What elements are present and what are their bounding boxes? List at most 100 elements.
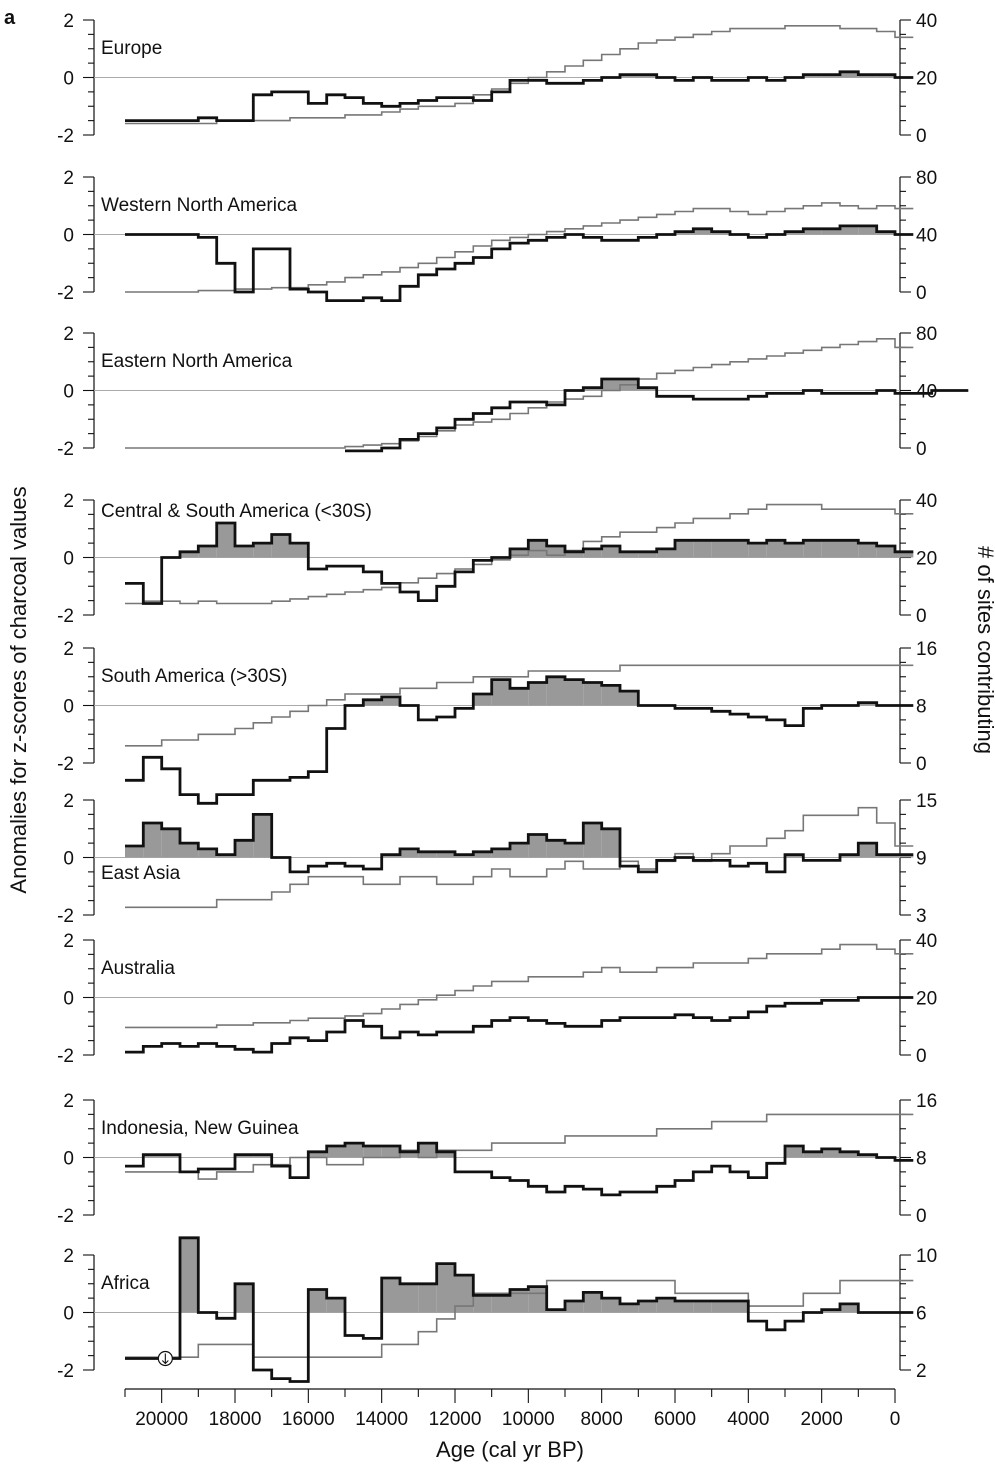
right-tick-label: 15 — [916, 791, 937, 812]
positive-anomaly-bar — [565, 551, 584, 558]
right-tick-label: 80 — [916, 168, 937, 189]
region-label: Indonesia, New Guinea — [101, 1118, 299, 1139]
positive-anomaly-bar — [638, 551, 657, 558]
anomaly-line — [125, 996, 914, 1054]
positive-anomaly-bar — [803, 1151, 822, 1158]
x-tick-label: 20000 — [135, 1409, 188, 1430]
positive-anomaly-bar — [583, 682, 602, 706]
positive-anomaly-bar — [840, 71, 859, 78]
panel-8: 2 0 -2 10 6 2 Africa — [57, 1236, 937, 1383]
left-tick-label: -2 — [57, 606, 74, 627]
x-tick-label: 4000 — [727, 1409, 769, 1430]
positive-anomaly-bar — [216, 854, 235, 858]
positive-anomaly-bar — [675, 540, 694, 558]
positive-anomaly-bar — [253, 543, 272, 558]
region-label: Europe — [101, 38, 162, 59]
positive-anomaly-bar — [491, 679, 510, 706]
positive-anomaly-bar — [675, 1301, 694, 1313]
positive-anomaly-bar — [620, 691, 639, 706]
left-tick-label: -2 — [57, 1206, 74, 1227]
x-tick-label: 6000 — [654, 1409, 696, 1430]
right-tick-label: 20 — [916, 69, 937, 90]
positive-anomaly-bar — [381, 1278, 400, 1313]
x-axis-label: Age (cal yr BP) — [436, 1437, 584, 1462]
positive-anomaly-bar — [290, 543, 309, 558]
positive-anomaly-bar — [528, 540, 547, 558]
positive-anomaly-bar — [491, 1295, 510, 1313]
right-tick-label: 9 — [916, 849, 927, 870]
right-tick-label: 8 — [916, 697, 927, 718]
positive-anomaly-bar — [143, 1154, 162, 1158]
positive-anomaly-bar — [840, 225, 859, 235]
anomaly-line — [125, 1141, 914, 1197]
positive-anomaly-bar — [620, 74, 639, 78]
x-tick-label: 2000 — [801, 1409, 843, 1430]
positive-anomaly-bar — [711, 1301, 730, 1313]
positive-anomaly-bar — [180, 843, 199, 858]
left-tick-label: 2 — [63, 324, 74, 345]
sites-contributing-line — [125, 806, 914, 909]
positive-anomaly-bar — [180, 1237, 199, 1313]
left-tick-label: 2 — [63, 11, 74, 32]
positive-anomaly-bar — [638, 74, 657, 78]
positive-anomaly-bar — [510, 843, 529, 858]
left-tick-label: 0 — [63, 382, 74, 403]
positive-anomaly-bar — [840, 854, 859, 858]
right-tick-label: 0 — [916, 606, 927, 627]
positive-anomaly-bar — [198, 546, 217, 558]
positive-anomaly-bar — [400, 848, 419, 858]
region-label: South America (>30S) — [101, 666, 287, 687]
positive-anomaly-bar — [381, 1146, 400, 1158]
right-tick-label: 20 — [916, 989, 937, 1010]
positive-anomaly-bar — [693, 1301, 712, 1313]
positive-anomaly-bar — [803, 540, 822, 558]
positive-anomaly-bar — [455, 1275, 474, 1313]
positive-anomaly-bar — [803, 228, 822, 235]
right-tick-label: 40 — [916, 931, 937, 952]
region-label: Western North America — [101, 195, 297, 216]
right-tick-label: 40 — [916, 491, 937, 512]
positive-anomaly-bar — [785, 543, 804, 558]
positive-anomaly-bar — [858, 543, 877, 558]
x-tick-label: 10000 — [502, 1409, 555, 1430]
sites-contributing-line — [125, 1113, 914, 1180]
right-tick-label: 0 — [916, 1046, 927, 1067]
positive-anomaly-bar — [546, 1309, 565, 1313]
region-label: Eastern North America — [101, 351, 293, 372]
positive-anomaly-bar — [858, 702, 877, 706]
positive-anomaly-bar — [326, 1298, 345, 1313]
x-tick-label: 0 — [890, 1409, 901, 1430]
positive-anomaly-bar — [491, 848, 510, 858]
left-tick-label: 0 — [63, 849, 74, 870]
left-tick-label: 2 — [63, 1091, 74, 1112]
right-tick-label: 0 — [916, 283, 927, 304]
positive-anomaly-bar — [198, 848, 217, 858]
positive-anomaly-bar — [363, 699, 382, 706]
left-tick-label: 2 — [63, 931, 74, 952]
positive-anomaly-bar — [253, 1154, 272, 1158]
anomaly-line — [125, 1236, 914, 1383]
positive-anomaly-bar — [381, 696, 400, 706]
x-tick-label: 16000 — [282, 1409, 335, 1430]
sites-contributing-line — [125, 943, 914, 1029]
positive-anomaly-bar — [400, 1283, 419, 1313]
right-tick-label: 16 — [916, 1091, 937, 1112]
right-axis-label: # of sites contributing — [973, 546, 995, 754]
positive-anomaly-bar — [308, 1289, 327, 1313]
positive-anomaly-bar — [125, 846, 144, 858]
right-tick-label: 40 — [916, 11, 937, 32]
anomaly-line — [125, 521, 914, 605]
positive-anomaly-bar — [821, 1309, 840, 1313]
left-tick-label: 0 — [63, 1149, 74, 1170]
left-tick-label: -2 — [57, 1046, 74, 1067]
positive-anomaly-bar — [180, 551, 199, 558]
sites-contributing-line — [125, 503, 914, 605]
positive-anomaly-bar — [436, 1151, 455, 1158]
panel-label: a — [4, 7, 16, 29]
left-tick-label: 0 — [63, 69, 74, 90]
